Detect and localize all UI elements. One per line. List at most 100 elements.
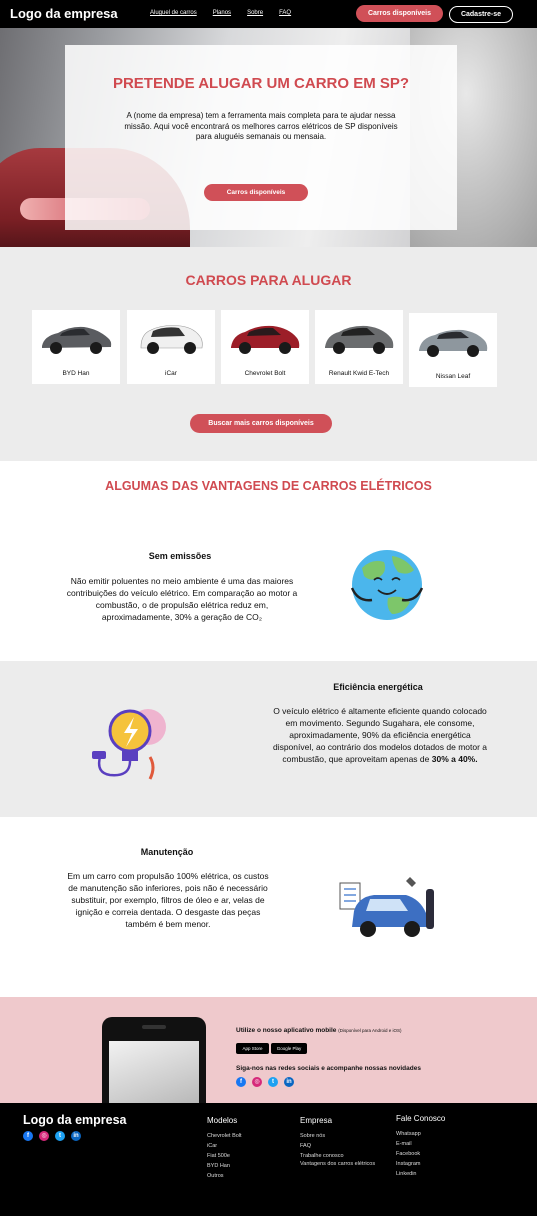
footer-link[interactable]: Vantagens dos carros elétricos (300, 1161, 376, 1167)
car-image (140, 325, 203, 354)
car-card-nissan-leaf[interactable]: Nissan Leaf (409, 313, 497, 387)
earth-land (392, 556, 414, 574)
car-card-byd-han[interactable]: BYD Han (32, 310, 120, 384)
earth-smile (377, 589, 397, 595)
footer-link[interactable]: Chevrolet Bolt (207, 1133, 242, 1139)
footer-column-title-contact: Fale Conosco (396, 1114, 446, 1123)
bulb-base (122, 751, 138, 761)
advantage-no-emissions: Sem emissões Não emitir poluentes no mei… (0, 500, 537, 661)
footer-link[interactable]: iCar (207, 1143, 218, 1149)
linkedin-icon[interactable]: in (284, 1077, 294, 1087)
app-title-text: Utilize o nosso aplicativo mobile (236, 1027, 337, 1034)
mechanic (426, 889, 434, 929)
car-wheel (90, 342, 102, 354)
car-wheel (279, 342, 291, 354)
car-wheel (373, 342, 385, 354)
instagram-icon[interactable]: ◎ (39, 1131, 49, 1141)
repair-car-wheel (360, 921, 376, 937)
lightning-bolt (124, 717, 138, 747)
footer-link[interactable]: E-mail (396, 1141, 412, 1147)
car-repair-icon (339, 877, 434, 937)
car-wheel (147, 342, 159, 354)
nav-link-faq[interactable]: FAQ (279, 10, 292, 16)
nav-link-plans[interactable]: Planos (212, 10, 232, 16)
car-name: Chevrolet Bolt (244, 370, 286, 377)
advantages-title: ALGUMAS DAS VANTAGENS DE CARROS ELÉTRICO… (105, 479, 432, 493)
car-image (42, 326, 112, 354)
footer-link[interactable]: FAQ (300, 1143, 312, 1149)
twitter-icon[interactable]: t (268, 1077, 278, 1087)
car-wheel (239, 342, 251, 354)
footer-link[interactable]: Fiat 500e (207, 1153, 230, 1159)
car-name: Nissan Leaf (435, 373, 471, 380)
facebook-icon[interactable]: f (23, 1131, 33, 1141)
app-title: Utilize o nosso aplicativo mobile (Dispo… (236, 1027, 402, 1034)
signup-button[interactable]: Cadastre-se (449, 6, 513, 23)
earth-land (362, 560, 386, 580)
plug (92, 751, 106, 759)
app-subtitle: (Disponível para Android e iOS) (338, 1028, 402, 1033)
available-cars-button[interactable]: Carros disponíveis (356, 5, 443, 22)
nav-link-about[interactable]: Sobre (247, 10, 264, 16)
cars-section: CARROS PARA ALUGAR BYD Han iCar Chevrole… (0, 247, 537, 461)
repair-car-window (366, 899, 408, 911)
footer-link[interactable]: Whatsapp (396, 1131, 421, 1137)
facebook-icon[interactable]: f (236, 1077, 246, 1087)
footer-logo[interactable]: Logo da empresa (23, 1113, 127, 1127)
car-window (151, 327, 185, 337)
car-window (60, 328, 90, 336)
footer-link[interactable]: BYD Han (207, 1163, 230, 1169)
hero-text: A (nome da empresa) tem a ferramenta mai… (124, 111, 398, 141)
social-title: Siga-nos nas redes sociais e acompanhe n… (236, 1065, 421, 1072)
cars-title: CARROS PARA ALUGAR (185, 272, 352, 288)
cable-right (148, 756, 155, 780)
google-play-button[interactable]: Google Play (271, 1043, 307, 1054)
phone-notch (142, 1025, 166, 1029)
car-card-chevrolet-bolt[interactable]: Chevrolet Bolt (221, 310, 309, 384)
hero-panel: PRETENDE ALUGAR UM CARRO EM SP? A (nome … (65, 45, 457, 230)
advantage-energy-efficiency: Eficiência energética O veículo elétrico… (0, 661, 537, 817)
earth-eyes (373, 577, 401, 581)
earth-arms (350, 587, 424, 602)
car-wheel (427, 345, 439, 357)
advantage-text: O veículo elétrico é altamente eficiente… (268, 705, 492, 765)
footer-link[interactable]: Linkedin (396, 1171, 417, 1177)
car-window (341, 327, 375, 336)
hero-available-cars-button[interactable]: Carros disponíveis (204, 184, 308, 201)
car-card-renault-kwid[interactable]: Renault Kwid E-Tech (315, 310, 403, 384)
repair-car-wheel (404, 921, 420, 937)
footer-link[interactable]: Outros (207, 1173, 224, 1179)
footer-list-contact: Whatsapp E-mail Facebook Instagram Linke… (396, 1129, 421, 1179)
footer-link[interactable]: Instagram (396, 1161, 421, 1167)
advantage-title: Manutenção (140, 847, 194, 857)
app-store-button[interactable]: App Store (236, 1043, 269, 1054)
car-wheel (50, 342, 62, 354)
car-wheel (467, 345, 479, 357)
twitter-icon[interactable]: t (55, 1131, 65, 1141)
footer-link[interactable]: Facebook (396, 1151, 421, 1157)
car-card-icar[interactable]: iCar (127, 310, 215, 384)
instagram-icon[interactable]: ◎ (252, 1077, 262, 1087)
advantage-title: Eficiência energética (333, 682, 423, 692)
car-body (325, 325, 394, 348)
more-cars-button[interactable]: Buscar mais carros disponíveis (190, 414, 332, 433)
hero-title: PRETENDE ALUGAR UM CARRO EM SP? (112, 75, 410, 92)
car-window (437, 331, 469, 339)
phone-mockup (102, 1017, 206, 1103)
advantage-text-highlight: 30% a 40%. (431, 754, 478, 764)
car-image (325, 325, 394, 354)
car-name: Renault Kwid E-Tech (328, 370, 390, 377)
checklist-lines (344, 888, 356, 902)
linkedin-icon[interactable]: in (71, 1131, 81, 1141)
footer-link[interactable]: Trabalhe conosco (300, 1153, 344, 1159)
car-name: iCar (165, 370, 177, 377)
company-logo[interactable]: Logo da empresa (10, 6, 118, 21)
phone-screen-image (109, 1041, 199, 1103)
advantage-text: Não emitir poluentes no meio ambiente é … (66, 576, 298, 622)
footer-link[interactable]: Sobre nós (300, 1133, 326, 1139)
footer-list-models: Chevrolet Bolt iCar Fiat 500e BYD Han Ou… (207, 1131, 242, 1181)
nav-link-rental[interactable]: Aluguel de carros (150, 10, 197, 16)
earth-ocean (352, 550, 422, 620)
mobile-app-section: Utilize o nosso aplicativo mobile (Dispo… (0, 997, 537, 1103)
wrench (406, 877, 416, 887)
